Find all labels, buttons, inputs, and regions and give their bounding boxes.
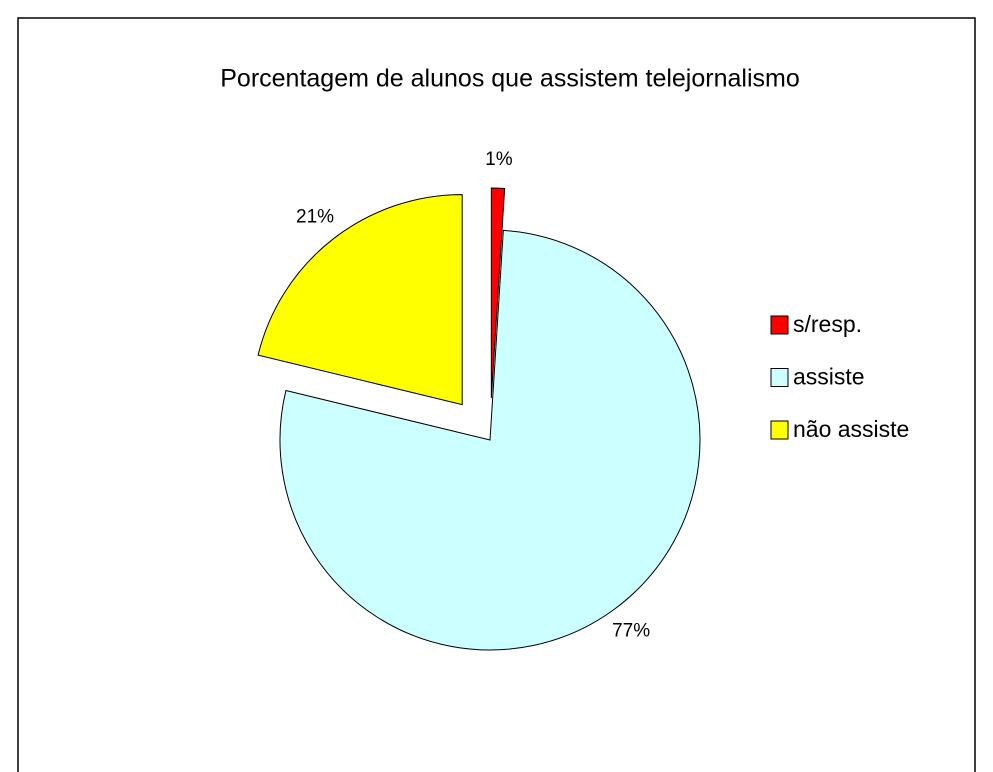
chart-title: Porcentagem de alunos que assistem telej… bbox=[220, 65, 799, 93]
data-label: 1% bbox=[485, 149, 513, 170]
legend-label: assiste bbox=[793, 364, 865, 390]
pie-slice bbox=[279, 229, 701, 651]
pie-slice bbox=[490, 187, 506, 399]
legend-label: s/resp. bbox=[793, 311, 862, 337]
data-label: 21% bbox=[296, 207, 334, 228]
pie-slice bbox=[257, 194, 463, 406]
legend-swatch bbox=[770, 315, 789, 335]
legend-swatch bbox=[770, 420, 789, 440]
legend-swatch bbox=[770, 368, 789, 387]
legend-label: não assiste bbox=[793, 416, 909, 442]
data-label: 77% bbox=[612, 621, 650, 642]
